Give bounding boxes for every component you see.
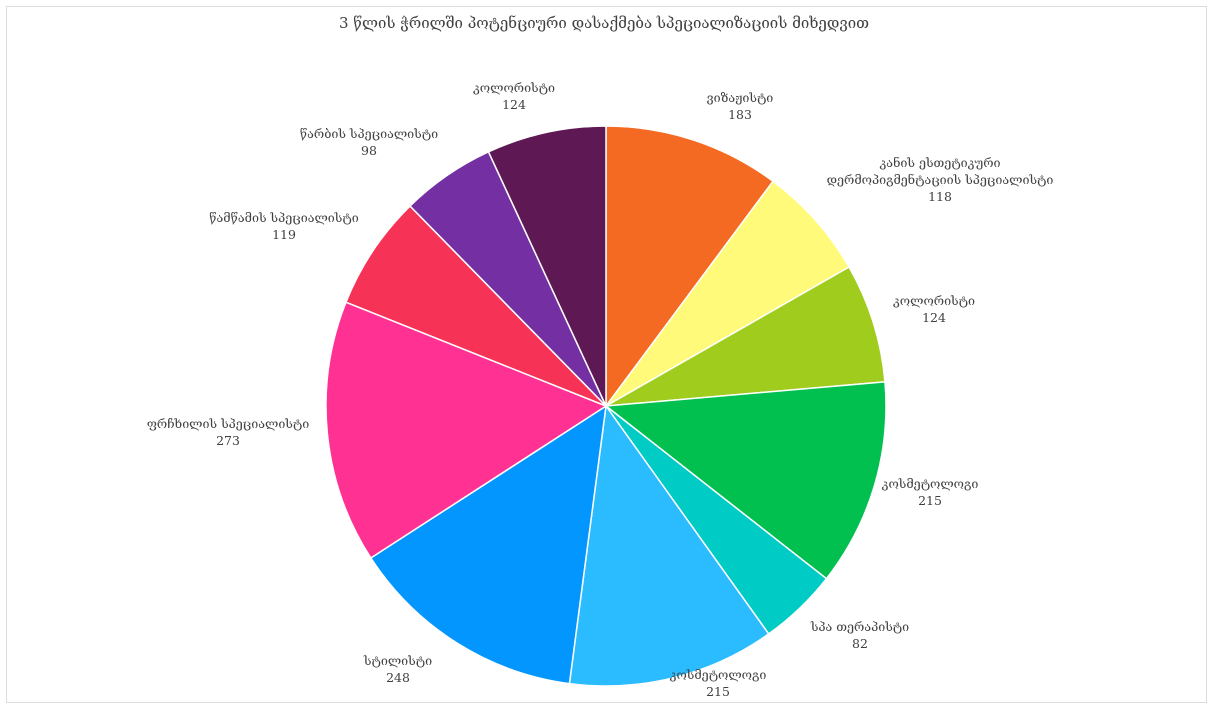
pie-slice-3 bbox=[605, 265, 886, 407]
slice-value-3: 124 bbox=[922, 310, 946, 325]
slice-label-8: ფრჩხილის სპეციალისტი 273 bbox=[147, 416, 310, 448]
pie-slice-1 bbox=[605, 125, 775, 409]
pie-slice-4 bbox=[604, 381, 887, 580]
slice-value-6: 215 bbox=[706, 684, 730, 699]
slice-value-9: 119 bbox=[272, 227, 296, 242]
slice-label-10: წარბის სპეციალისტი 98 bbox=[300, 126, 438, 158]
slice-value-7: 248 bbox=[386, 670, 410, 685]
pie-slice-6 bbox=[568, 404, 770, 687]
slice-label-6: კოსმეტოლოგი 215 bbox=[670, 667, 767, 699]
slice-label-2: კანის ესთეტიკური დერმოპიგმენტაციის სპეცია… bbox=[827, 155, 1054, 204]
slice-label-4: კოსმეტოლოგი 215 bbox=[882, 476, 979, 508]
pie-slice-11 bbox=[487, 125, 607, 407]
slice-value-11: 124 bbox=[502, 97, 526, 112]
slice-value-8: 273 bbox=[216, 433, 240, 448]
slice-label-11: კოლორისტი 124 bbox=[473, 80, 555, 112]
slice-label-9: წამწამის სპეციალისტი 119 bbox=[209, 210, 358, 242]
pie-slice-9 bbox=[344, 204, 607, 407]
slice-label-7: სტილისტი 248 bbox=[363, 653, 432, 685]
pie-slice-7 bbox=[369, 404, 607, 685]
pie-slice-2 bbox=[605, 180, 851, 407]
slice-value-4: 215 bbox=[918, 493, 942, 508]
slice-label-1: ვიზაჟისტი 183 bbox=[707, 90, 774, 122]
slice-value-1: 183 bbox=[728, 107, 752, 122]
chart-frame bbox=[6, 6, 1207, 703]
slice-label-3: კოლორისტი 124 bbox=[893, 293, 975, 325]
slice-label-5: სპა თერაპისტი 82 bbox=[810, 619, 909, 651]
slice-value-5: 82 bbox=[852, 636, 868, 651]
pie-slice-8 bbox=[325, 301, 608, 559]
chart-title: 3 წლის ჭრილში პოტენციური დასაქმება სპეცი… bbox=[338, 14, 870, 32]
slice-value-10: 98 bbox=[361, 143, 377, 158]
slice-value-2: 118 bbox=[928, 189, 952, 204]
